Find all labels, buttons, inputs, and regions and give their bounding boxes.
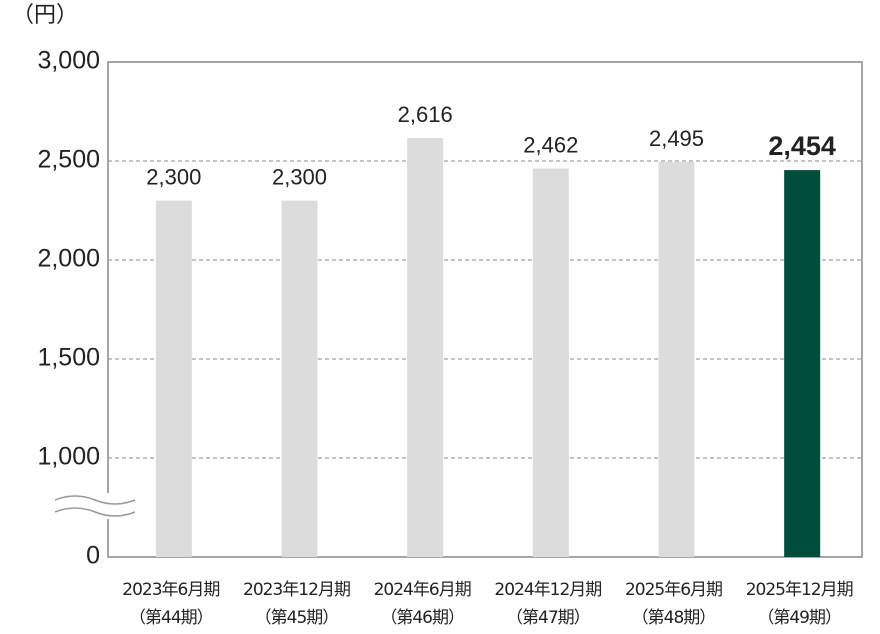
x-tick-sublabel: （第49期） — [757, 608, 841, 628]
x-tick-label: 2025年6月期 — [625, 580, 722, 600]
y-tick-label: 1,000 — [37, 443, 100, 471]
bar — [784, 170, 821, 557]
y-tick-label: 0 — [86, 542, 100, 570]
x-tick-sublabel: （第44期） — [129, 608, 213, 628]
value-label: 2,300 — [272, 164, 327, 189]
y-tick-label: 1,500 — [37, 344, 100, 372]
x-tick-sublabel: （第45期） — [255, 608, 339, 628]
unit-label: （円） — [12, 3, 78, 28]
bar — [155, 200, 192, 557]
x-tick-sublabel: （第48期） — [632, 608, 716, 628]
plot-frame — [107, 61, 863, 558]
bar — [532, 168, 569, 558]
x-tick-sublabel: （第46期） — [380, 608, 464, 628]
value-label: 2,495 — [649, 126, 704, 151]
y-tick-label: 2,000 — [37, 245, 100, 273]
x-tick-label: 2023年12月期 — [243, 580, 350, 600]
x-tick-sublabel: （第47期） — [506, 608, 590, 628]
bar — [658, 161, 695, 558]
bar — [407, 138, 444, 558]
y-tick-label: 2,500 — [37, 146, 100, 174]
value-label: 2,454 — [768, 131, 836, 161]
y-tick-label: 3,000 — [37, 47, 100, 75]
value-label: 2,616 — [398, 102, 453, 127]
bar — [281, 200, 318, 557]
x-tick-label: 2024年12月期 — [494, 580, 601, 600]
x-tick-label: 2023年6月期 — [122, 580, 219, 600]
x-tick-label: 2025年12月期 — [746, 580, 853, 600]
axis-break — [50, 493, 142, 519]
value-label: 2,462 — [523, 132, 578, 157]
value-label: 2,300 — [146, 164, 201, 189]
x-tick-label: 2024年6月期 — [374, 580, 471, 600]
